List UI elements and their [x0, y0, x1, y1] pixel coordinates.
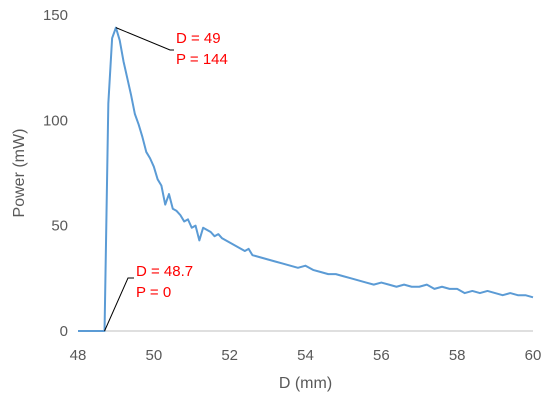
x-axis-title: D (mm) [279, 375, 332, 392]
y-axis-title: Power (mW) [11, 129, 28, 218]
annotation-leader-line [104, 277, 134, 332]
annotation-label: D = 49 [176, 30, 221, 47]
annotation-label: D = 48.7 [136, 263, 193, 280]
y-tick-labels: 0 50 100 150 [43, 7, 68, 340]
x-tick-label: 54 [297, 347, 314, 364]
y-tick-label: 0 [60, 323, 68, 340]
x-tick-labels: 48 50 52 54 56 58 60 [70, 347, 542, 364]
x-tick-label: 52 [221, 347, 238, 364]
y-tick-label: 150 [43, 7, 68, 24]
annotation-leader-line [115, 27, 174, 51]
y-tick-label: 100 [43, 112, 68, 129]
annotation-label: P = 0 [136, 284, 171, 301]
annotations: D = 49 P = 144 D = 48.7 P = 0 [104, 27, 228, 332]
x-tick-label: 50 [145, 347, 162, 364]
y-tick-label: 50 [51, 218, 68, 235]
x-tick-label: 48 [70, 347, 87, 364]
x-tick-label: 60 [525, 347, 542, 364]
annotation-label: P = 144 [176, 51, 228, 68]
series-line [78, 26, 534, 332]
x-tick-label: 56 [373, 347, 390, 364]
x-tick-label: 58 [449, 347, 466, 364]
